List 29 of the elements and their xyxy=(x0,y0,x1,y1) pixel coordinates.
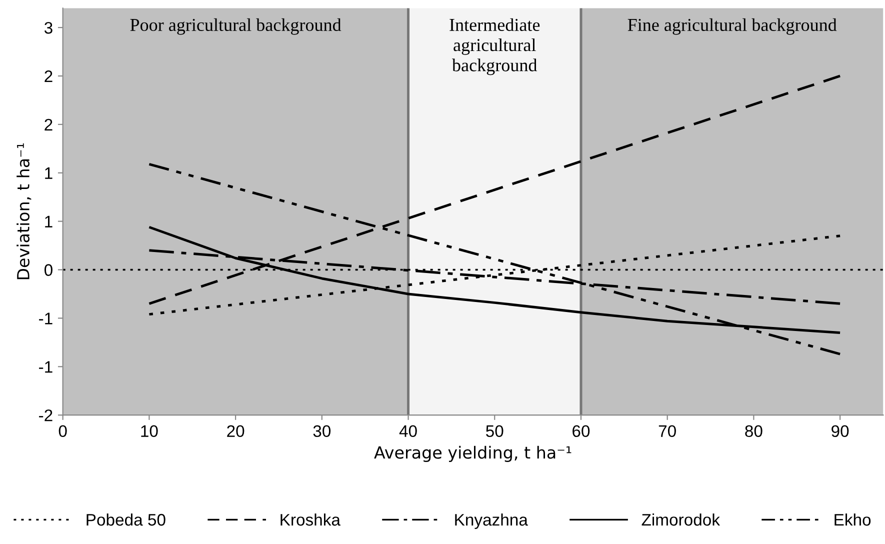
x-tick-label: 90 xyxy=(832,425,849,438)
x-tick-label: 0 xyxy=(58,425,67,438)
legend-label: Ekho xyxy=(834,513,871,526)
x-tick-label: 30 xyxy=(313,425,331,438)
band-label: Poor agricultural background xyxy=(130,18,342,35)
legend-label: Knyazhna xyxy=(455,513,528,529)
x-tick-label: 60 xyxy=(572,425,590,438)
x-tick-label: 40 xyxy=(399,425,417,438)
y-tick-label: -1 xyxy=(39,361,52,373)
y-tick-label: 2 xyxy=(44,70,52,82)
y-tick-label: 0 xyxy=(44,264,52,276)
y-tick-label: -2 xyxy=(39,409,52,422)
legend-label: Kroshka xyxy=(280,513,340,526)
y-tick-label: 2 xyxy=(44,118,52,130)
legend-label: Zimorodok xyxy=(642,513,720,526)
band-label: Intermediate agricultural background xyxy=(450,18,540,76)
x-tick-label: 50 xyxy=(486,425,504,438)
x-tick-label: 20 xyxy=(227,425,244,438)
y-tick-label: 1 xyxy=(45,216,52,228)
x-tick-label: 70 xyxy=(658,425,676,438)
x-tick-label: 10 xyxy=(141,425,158,438)
x-axis-title: Average yielding, t ha⁻¹ xyxy=(374,446,572,462)
y-tick-label: 3 xyxy=(44,22,52,34)
y-tick-label: 1 xyxy=(45,167,52,179)
band-label: Fine agricultural background xyxy=(628,18,837,35)
legend-label: Pobeda 50 xyxy=(86,513,166,526)
x-tick-label: 80 xyxy=(745,425,762,438)
y-axis-title: Deviation, t ha⁻¹ xyxy=(16,143,32,280)
y-tick-label: -1 xyxy=(39,312,52,324)
